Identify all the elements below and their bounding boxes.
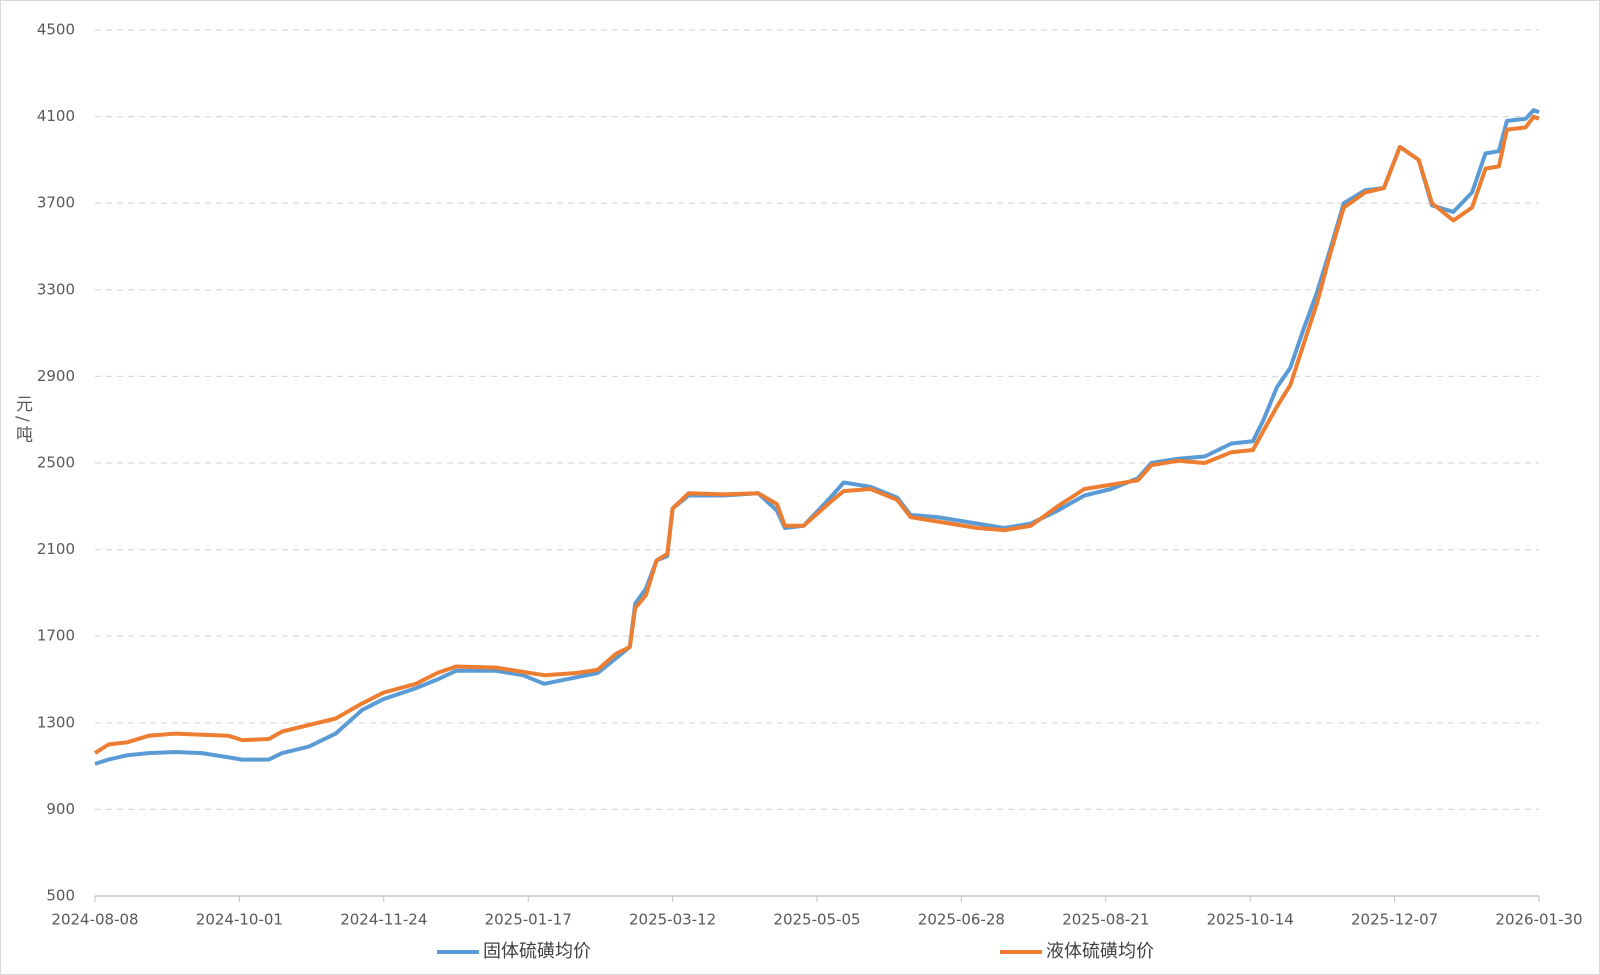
y-axis-label: 元/吨 — [12, 395, 33, 447]
series-line — [93, 114, 1540, 755]
x-tick-label: 2026-01-30 — [1495, 911, 1582, 929]
y-tick-label: 2900 — [37, 367, 75, 385]
y-tick-label: 3300 — [37, 280, 75, 298]
x-tick-label: 2024-08-08 — [51, 911, 138, 929]
x-tick-label: 2024-10-01 — [196, 911, 283, 929]
y-tick-label: 900 — [46, 800, 75, 818]
x-tick-label: 2025-10-14 — [1207, 911, 1294, 929]
x-tick-label: 2025-08-21 — [1062, 911, 1149, 929]
y-tick-label: 1700 — [37, 627, 75, 645]
y-tick-label: 1300 — [37, 713, 75, 731]
y-tick-label: 4100 — [37, 107, 75, 125]
legend-label: 固体硫磺均价 — [483, 941, 591, 962]
legend-label: 液体硫磺均价 — [1046, 941, 1154, 962]
y-tick-label: 2500 — [37, 454, 75, 472]
y-tick-label: 3700 — [37, 194, 75, 212]
x-tick-label: 2024-11-24 — [340, 911, 427, 929]
x-tick-label: 2025-12-07 — [1351, 911, 1438, 929]
x-tick-label: 2025-03-12 — [629, 911, 716, 929]
x-tick-label: 2025-01-17 — [485, 911, 572, 929]
x-tick-label: 2025-05-05 — [773, 911, 860, 929]
y-tick-label: 4500 — [37, 21, 75, 39]
series-line — [94, 108, 1540, 766]
x-tick-label: 2025-06-28 — [918, 911, 1005, 929]
y-tick-label: 500 — [46, 887, 75, 905]
y-tick-label: 2100 — [37, 540, 75, 558]
